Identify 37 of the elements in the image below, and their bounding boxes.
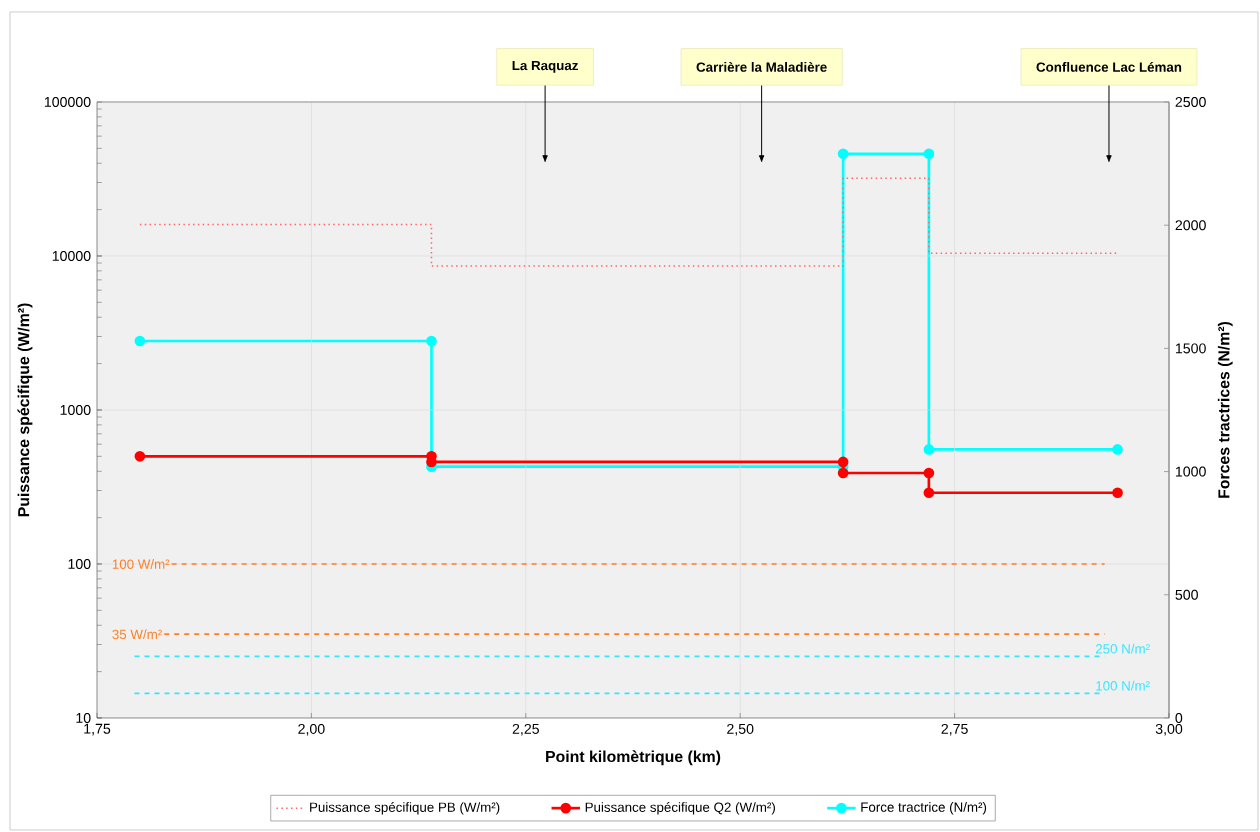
point bbox=[134, 451, 146, 462]
y-axis-title: Puissance spécifique (W/m²) bbox=[17, 303, 33, 517]
point bbox=[923, 487, 935, 499]
y2-tick-label: 2000 bbox=[1175, 220, 1206, 231]
text: Confluence Lac Léman bbox=[1036, 61, 1182, 72]
legend-label: Puissance spécifique PB (W/m²) bbox=[310, 801, 500, 815]
point bbox=[1112, 487, 1123, 499]
y-tick-label: 100000 bbox=[44, 96, 91, 107]
point bbox=[923, 467, 935, 479]
y2-tick-label: 0 bbox=[1175, 712, 1183, 723]
y2-tick-label: 500 bbox=[1175, 589, 1198, 600]
ref-line-label: 100 N/m² bbox=[1096, 680, 1150, 691]
x-tick-label: 3,00 bbox=[1155, 723, 1183, 736]
text: La Raquaz bbox=[512, 60, 578, 73]
x-tick-label: 1,75 bbox=[84, 723, 111, 736]
legend-label: Force tractrice (N/m²) bbox=[861, 802, 987, 815]
ref-line-label: 100 W/m² bbox=[112, 559, 170, 569]
x-tick-label: 2,50 bbox=[727, 723, 754, 736]
point bbox=[837, 456, 849, 468]
x-tick-label: 2,00 bbox=[298, 723, 325, 736]
y2-tick-label: 1500 bbox=[1175, 343, 1206, 354]
line-series bbox=[139, 177, 1119, 267]
text: Carrière la Maladière bbox=[696, 61, 827, 72]
ref-line-label: 250 N/m² bbox=[1095, 643, 1150, 654]
point bbox=[837, 467, 849, 479]
x-tick-label: 2,75 bbox=[941, 723, 968, 736]
y2-axis-title: Forces tractrices (N/m²) bbox=[1217, 321, 1233, 498]
x-axis-title: Point kilomètrique (km) bbox=[546, 750, 721, 766]
y2-tick-label: 1000 bbox=[1175, 466, 1206, 477]
ref-line-label: 35 W/m² bbox=[112, 629, 162, 640]
y-tick-label: 1000 bbox=[60, 404, 91, 415]
y-tick-label: 10 bbox=[76, 712, 91, 723]
y-tick-label: 100 bbox=[68, 558, 91, 569]
y2-tick-label: 2500 bbox=[1175, 96, 1206, 107]
legend-label: Puissance spécifique Q2 (W/m²) bbox=[585, 801, 775, 815]
y-tick-label: 10000 bbox=[52, 250, 91, 261]
x-tick-label: 2,25 bbox=[512, 723, 539, 736]
